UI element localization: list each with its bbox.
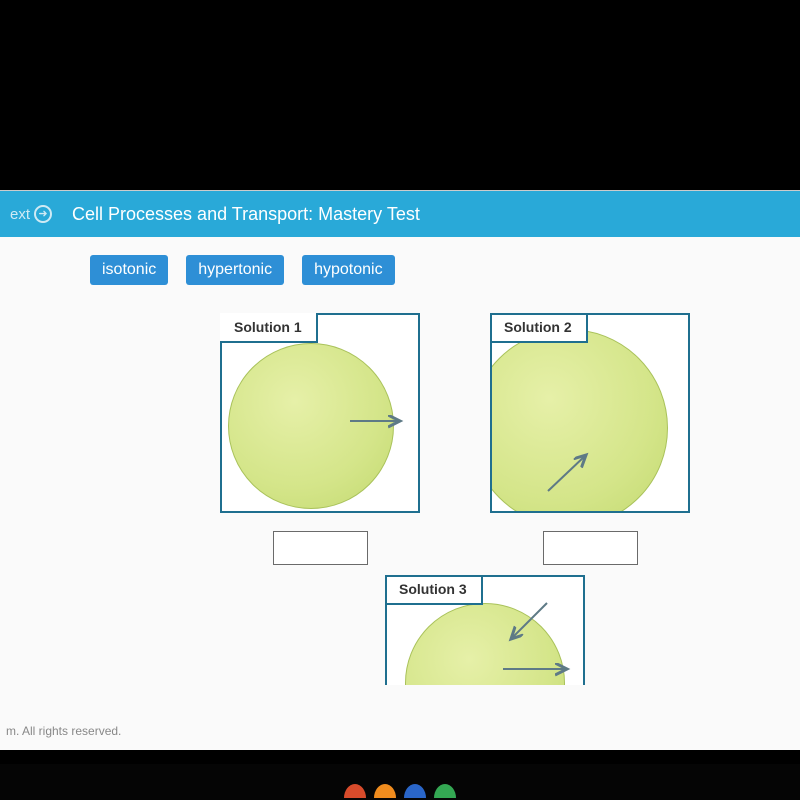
diagram-col-3: Solution 3: [385, 575, 585, 685]
diagram-col-2: Solution 2: [490, 313, 690, 565]
next-button[interactable]: ext ➜: [10, 205, 52, 223]
diagram-row-1: Solution 1 Solution 2: [220, 313, 790, 565]
dock-icon[interactable]: [404, 784, 426, 798]
content-area: isotonic hypertonic hypotonic Solution 1: [0, 237, 800, 685]
dropzone-1[interactable]: [273, 531, 368, 565]
arrow-right-icon: ➜: [34, 205, 52, 223]
diagram-box-1: Solution 1: [220, 313, 420, 513]
title-bar: ext ➜ Cell Processes and Transport: Mast…: [0, 191, 800, 237]
taskbar: [0, 764, 800, 800]
arrow-in-icon: [492, 315, 690, 513]
chip-hypotonic[interactable]: hypotonic: [302, 255, 395, 285]
dropzone-2[interactable]: [543, 531, 638, 565]
chip-isotonic[interactable]: isotonic: [90, 255, 168, 285]
diagram-col-1: Solution 1: [220, 313, 420, 565]
footer-text: m. All rights reserved.: [6, 724, 121, 738]
app-window: ext ➜ Cell Processes and Transport: Mast…: [0, 190, 800, 750]
dock-icon[interactable]: [434, 784, 456, 798]
dock-icon[interactable]: [374, 784, 396, 798]
chip-hypertonic[interactable]: hypertonic: [186, 255, 284, 285]
arrow-both-icon: [387, 577, 585, 685]
chip-row: isotonic hypertonic hypotonic: [90, 255, 790, 285]
diagram-box-2: Solution 2: [490, 313, 690, 513]
diagram-box-3: Solution 3: [385, 575, 585, 685]
diagram-row-2: Solution 3: [180, 575, 790, 685]
page-title: Cell Processes and Transport: Mastery Te…: [72, 204, 420, 225]
arrow-out-icon: [222, 315, 422, 515]
dock-icon[interactable]: [344, 784, 366, 798]
next-label: ext: [10, 206, 30, 223]
